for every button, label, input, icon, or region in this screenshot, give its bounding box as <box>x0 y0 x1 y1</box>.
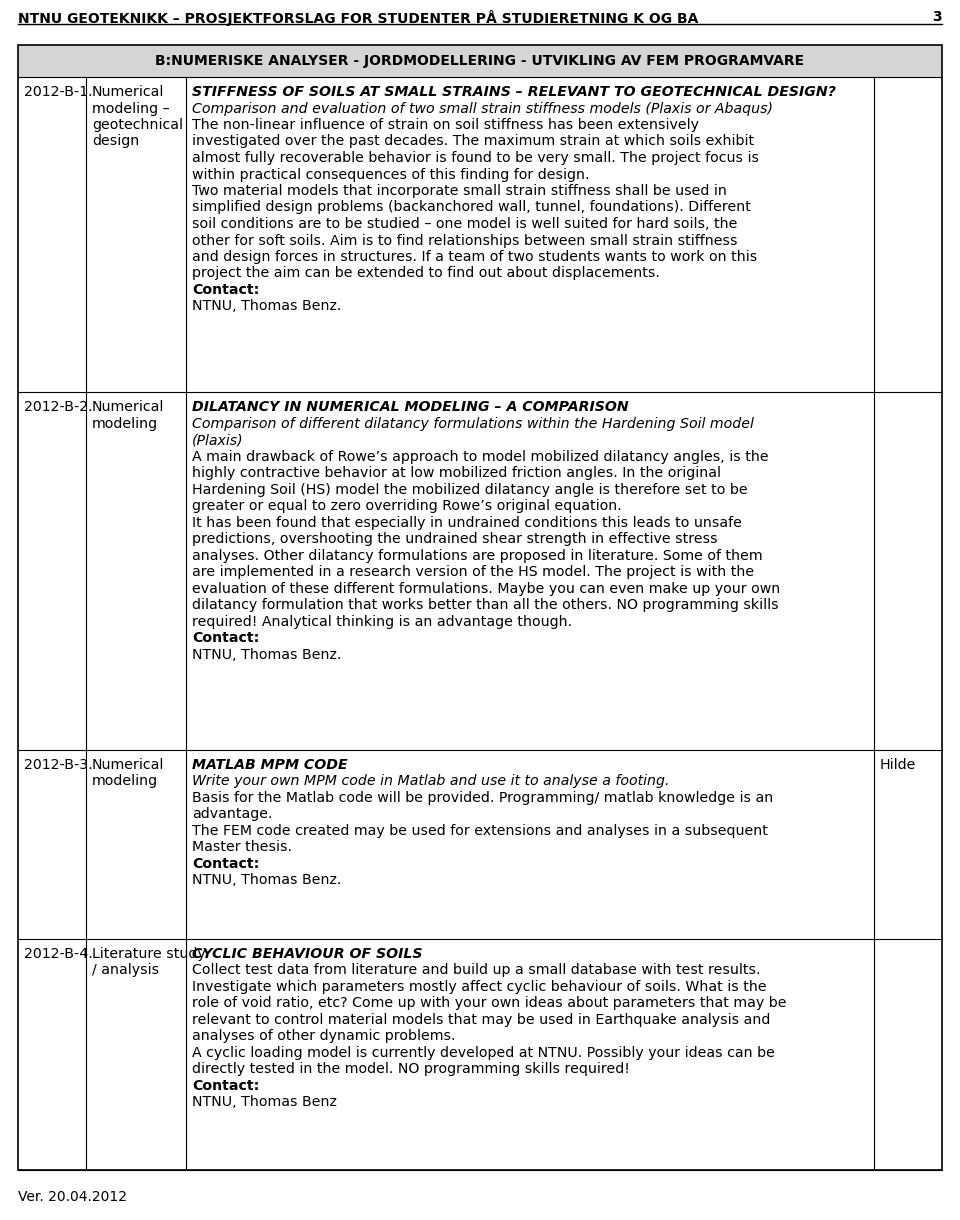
Text: analyses of other dynamic problems.: analyses of other dynamic problems. <box>192 1030 455 1043</box>
Text: Comparison and evaluation of two small strain stiffness models (Plaxis or Abaqus: Comparison and evaluation of two small s… <box>192 101 773 116</box>
Text: relevant to control material models that may be used in Earthquake analysis and: relevant to control material models that… <box>192 1013 770 1027</box>
Text: STIFFNESS OF SOILS AT SMALL STRAINS – RELEVANT TO GEOTECHNICAL DESIGN?: STIFFNESS OF SOILS AT SMALL STRAINS – RE… <box>192 85 836 99</box>
Text: MATLAB MPM CODE: MATLAB MPM CODE <box>192 758 348 772</box>
Text: modeling: modeling <box>92 775 158 788</box>
Text: Numerical: Numerical <box>92 400 164 415</box>
Text: project the aim can be extended to find out about displacements.: project the aim can be extended to find … <box>192 266 660 281</box>
Text: NTNU GEOTEKNIKK – PROSJEKTFORSLAG FOR STUDENTER PÅ STUDIERETNING K OG BA: NTNU GEOTEKNIKK – PROSJEKTFORSLAG FOR ST… <box>18 10 698 26</box>
Text: Hardening Soil (HS) model the mobilized dilatancy angle is therefore set to be: Hardening Soil (HS) model the mobilized … <box>192 483 748 497</box>
Text: simplified design problems (backanchored wall, tunnel, foundations). Different: simplified design problems (backanchored… <box>192 200 751 215</box>
Text: 2012-B-3.: 2012-B-3. <box>24 758 93 772</box>
Text: Ver. 20.04.2012: Ver. 20.04.2012 <box>18 1190 127 1204</box>
Text: Numerical: Numerical <box>92 85 164 99</box>
Text: soil conditions are to be studied – one model is well suited for hard soils, the: soil conditions are to be studied – one … <box>192 217 737 231</box>
Text: highly contractive behavior at low mobilized friction angles. In the original: highly contractive behavior at low mobil… <box>192 466 721 481</box>
Text: 2012-B-2.: 2012-B-2. <box>24 400 92 415</box>
Text: A main drawback of Rowe’s approach to model mobilized dilatancy angles, is the: A main drawback of Rowe’s approach to mo… <box>192 450 769 464</box>
Text: other for soft soils. Aim is to find relationships between small strain stiffnes: other for soft soils. Aim is to find rel… <box>192 233 737 248</box>
Text: Master thesis.: Master thesis. <box>192 841 292 854</box>
Text: Contact:: Contact: <box>192 856 259 871</box>
Text: investigated over the past decades. The maximum strain at which soils exhibit: investigated over the past decades. The … <box>192 134 755 149</box>
Text: It has been found that especially in undrained conditions this leads to unsafe: It has been found that especially in und… <box>192 516 742 529</box>
Text: 2012-B-1.: 2012-B-1. <box>24 85 92 99</box>
Text: Contact:: Contact: <box>192 283 259 296</box>
Text: NTNU, Thomas Benz: NTNU, Thomas Benz <box>192 1096 337 1109</box>
Text: NTNU, Thomas Benz.: NTNU, Thomas Benz. <box>192 874 342 887</box>
Text: analyses. Other dilatancy formulations are proposed in literature. Some of them: analyses. Other dilatancy formulations a… <box>192 549 762 562</box>
Text: geotechnical: geotechnical <box>92 118 183 132</box>
Text: directly tested in the model. NO programming skills required!: directly tested in the model. NO program… <box>192 1063 630 1076</box>
Text: almost fully recoverable behavior is found to be very small. The project focus i: almost fully recoverable behavior is fou… <box>192 151 759 165</box>
Text: A cyclic loading model is currently developed at NTNU. Possibly your ideas can b: A cyclic loading model is currently deve… <box>192 1046 775 1060</box>
Text: 2012-B-4.: 2012-B-4. <box>24 947 93 961</box>
Text: Comparison of different dilatancy formulations within the Hardening Soil model: Comparison of different dilatancy formul… <box>192 417 754 431</box>
Text: The FEM code created may be used for extensions and analyses in a subsequent: The FEM code created may be used for ext… <box>192 824 768 838</box>
Text: advantage.: advantage. <box>192 808 273 821</box>
Text: within practical consequences of this finding for design.: within practical consequences of this fi… <box>192 167 589 182</box>
Text: The non-linear influence of strain on soil stiffness has been extensively: The non-linear influence of strain on so… <box>192 118 699 132</box>
Text: modeling: modeling <box>92 417 158 431</box>
Text: Two material models that incorporate small strain stiffness shall be used in: Two material models that incorporate sma… <box>192 184 727 198</box>
Text: NTNU, Thomas Benz.: NTNU, Thomas Benz. <box>192 299 342 314</box>
Text: required! Analytical thinking is an advantage though.: required! Analytical thinking is an adva… <box>192 615 572 628</box>
Bar <box>18 45 942 77</box>
Text: Investigate which parameters mostly affect cyclic behaviour of soils. What is th: Investigate which parameters mostly affe… <box>192 980 767 994</box>
Text: Literature study: Literature study <box>92 947 205 961</box>
Text: NTNU, Thomas Benz.: NTNU, Thomas Benz. <box>192 648 342 662</box>
Text: / analysis: / analysis <box>92 964 159 977</box>
Text: Contact:: Contact: <box>192 632 259 645</box>
Text: Hilde: Hilde <box>880 758 917 772</box>
Text: Write your own MPM code in Matlab and use it to analyse a footing.: Write your own MPM code in Matlab and us… <box>192 775 669 788</box>
Text: role of void ratio, etc? Come up with your own ideas about parameters that may b: role of void ratio, etc? Come up with yo… <box>192 997 786 1010</box>
Text: design: design <box>92 134 139 149</box>
Text: modeling –: modeling – <box>92 101 170 116</box>
Text: evaluation of these different formulations. Maybe you can even make up your own: evaluation of these different formulatio… <box>192 582 780 595</box>
Text: CYCLIC BEHAVIOUR OF SOILS: CYCLIC BEHAVIOUR OF SOILS <box>192 947 422 961</box>
Text: DILATANCY IN NUMERICAL MODELING – A COMPARISON: DILATANCY IN NUMERICAL MODELING – A COMP… <box>192 400 629 415</box>
Text: Contact:: Contact: <box>192 1078 259 1093</box>
Text: are implemented in a research version of the HS model. The project is with the: are implemented in a research version of… <box>192 565 755 580</box>
Text: Collect test data from literature and build up a small database with test result: Collect test data from literature and bu… <box>192 964 760 977</box>
Text: predictions, overshooting the undrained shear strength in effective stress: predictions, overshooting the undrained … <box>192 532 718 547</box>
Text: 3: 3 <box>932 10 942 24</box>
Text: B:NUMERISKE ANALYSER - JORDMODELLERING - UTVIKLING AV FEM PROGRAMVARE: B:NUMERISKE ANALYSER - JORDMODELLERING -… <box>156 54 804 68</box>
Text: and design forces in structures. If a team of two students wants to work on this: and design forces in structures. If a te… <box>192 250 757 264</box>
Text: Basis for the Matlab code will be provided. Programming/ matlab knowledge is an: Basis for the Matlab code will be provid… <box>192 791 773 805</box>
Text: (Plaxis): (Plaxis) <box>192 433 244 448</box>
Text: dilatancy formulation that works better than all the others. NO programming skil: dilatancy formulation that works better … <box>192 598 779 612</box>
Text: Numerical: Numerical <box>92 758 164 772</box>
Text: greater or equal to zero overriding Rowe’s original equation.: greater or equal to zero overriding Rowe… <box>192 499 622 514</box>
